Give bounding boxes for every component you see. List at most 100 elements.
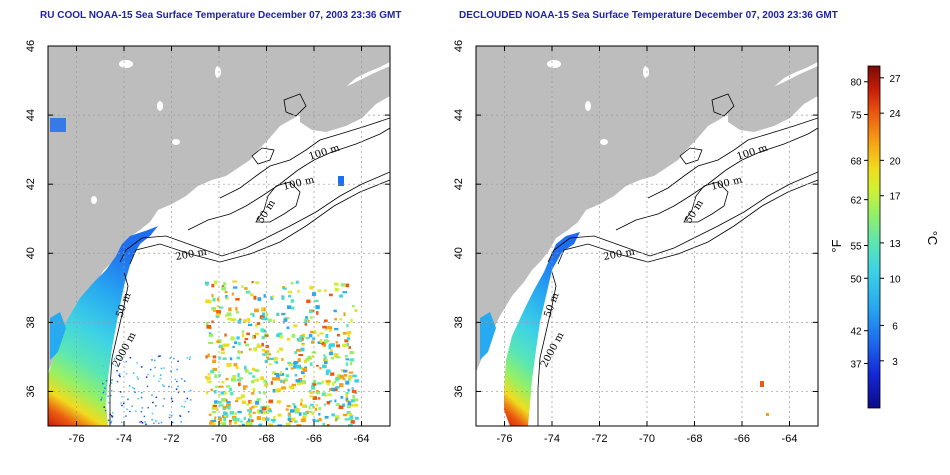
sst-pixel [294, 408, 299, 411]
sst-pixel [321, 380, 325, 384]
sst-pixel [262, 392, 266, 395]
sst-patch [766, 413, 769, 416]
sst-pixel [289, 409, 295, 413]
sst-pixel [293, 420, 298, 423]
celsius-tick-label: 20 [889, 156, 901, 167]
sst-pixel [325, 358, 328, 362]
lake [119, 60, 133, 68]
sst-pixel [137, 398, 139, 400]
sst-pixel [244, 337, 249, 341]
sst-pixel [208, 333, 214, 337]
sst-pixel [221, 286, 226, 291]
sst-pixel [226, 312, 232, 317]
sst-pixel [248, 421, 253, 426]
sst-pixel [102, 382, 104, 385]
sst-pixel [271, 377, 277, 381]
sst-pixel [236, 311, 239, 314]
sst-pixel [176, 380, 178, 383]
sst-pixel [241, 333, 245, 338]
sst-pixel [255, 323, 258, 327]
sst-pixel [235, 365, 239, 370]
sst-pixel [233, 341, 238, 345]
sst-pixel [345, 393, 348, 398]
sst-pixel [247, 323, 253, 327]
sst-pixel [219, 422, 223, 425]
sst-pixel [308, 410, 313, 413]
sst-pixel [238, 424, 243, 426]
sst-pixel [328, 329, 332, 332]
sst-pixel [323, 357, 326, 362]
sst-pixel [351, 387, 354, 390]
sst-pixel [256, 416, 262, 421]
sst-pixel [339, 374, 344, 379]
sst-pixel [241, 423, 245, 426]
sst-pixel [155, 396, 158, 399]
sst-pixel [212, 309, 217, 312]
sst-pixel [208, 422, 214, 425]
sst-pixel [263, 379, 267, 383]
sst-pixel [304, 320, 308, 324]
sst-pixel [121, 421, 123, 424]
sst-pixel [104, 387, 106, 389]
sst-pixel [159, 374, 162, 376]
sst-pixel [162, 405, 164, 407]
lat-tick-label: 44 [25, 109, 37, 121]
sst-pixel [240, 420, 243, 423]
sst-pixel [226, 413, 229, 418]
sst-pixel [206, 324, 212, 329]
sst-pixel [280, 379, 283, 383]
sst-pixel [107, 395, 109, 398]
sst-pixel [248, 372, 253, 375]
sst-pixel [319, 366, 322, 370]
sst-pixel [214, 374, 218, 379]
sst-pixel [261, 342, 264, 347]
sst-pixel [229, 410, 235, 415]
sst-pixel [272, 295, 275, 299]
sst-pixel [107, 401, 110, 404]
sst-pixel [218, 385, 224, 388]
sst-pixel [287, 412, 291, 417]
sst-pixel [100, 397, 103, 399]
sst-pixel [137, 378, 139, 380]
sst-pixel [307, 355, 312, 360]
lake [157, 101, 163, 111]
sst-pixel [116, 370, 118, 372]
lon-tick-label: -76 [69, 433, 85, 445]
lon-tick-label: -74 [116, 433, 132, 445]
sst-pixel [343, 312, 346, 317]
sst-pixel [283, 318, 288, 322]
sst-pixel [319, 338, 323, 343]
sst-pixel [285, 422, 291, 426]
sst-pixel [110, 394, 112, 397]
sst-pixel [342, 291, 348, 294]
sst-pixel [340, 283, 346, 287]
sst-pixel [290, 299, 295, 303]
sst-pixel [342, 343, 347, 347]
sst-pixel [236, 336, 240, 340]
sst-pixel [334, 282, 339, 286]
sst-pixel [256, 322, 261, 325]
sst-pixel [318, 412, 321, 416]
sst-pixel [294, 373, 298, 377]
nova-scotia [300, 66, 390, 132]
sst-pixel [139, 421, 141, 423]
sst-pixel [326, 382, 330, 386]
sst-pixel [218, 306, 224, 309]
sst-pixel [163, 385, 165, 388]
sst-pixel [175, 388, 178, 390]
sst-pixel [261, 312, 265, 316]
lat-tick-label: 42 [453, 178, 465, 190]
sst-pixel [293, 324, 298, 328]
sst-pixel [249, 419, 254, 423]
sst-pixel [112, 412, 114, 414]
lat-tick-label: 44 [453, 109, 465, 121]
sst-pixel [348, 417, 354, 421]
lon-tick-label: -68 [687, 433, 703, 445]
lon-tick-label: -68 [259, 433, 275, 445]
sst-pixel [252, 335, 257, 339]
sst-pixel [279, 371, 283, 375]
sst-pixel [312, 418, 316, 422]
sst-pixel [300, 418, 306, 423]
sst-pixel [330, 349, 333, 352]
sst-pixel [295, 364, 301, 369]
